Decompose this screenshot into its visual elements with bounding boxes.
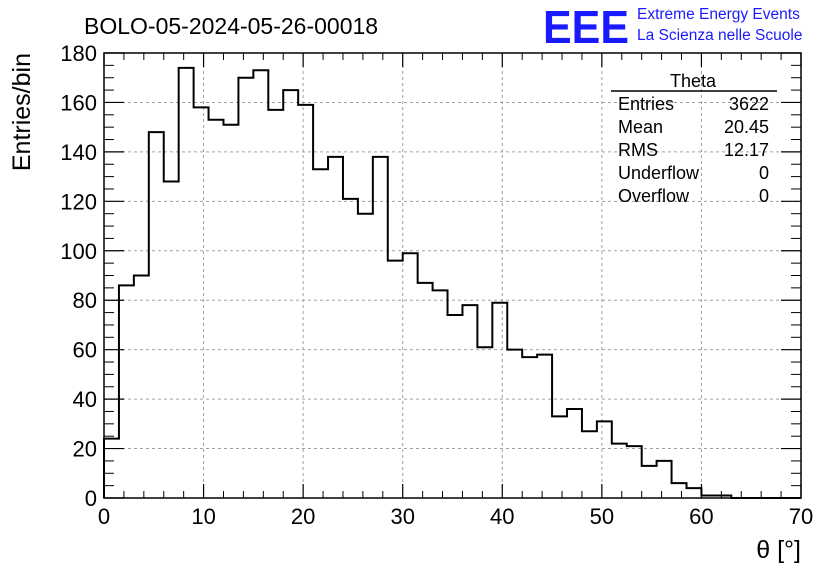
- y-tick-label: 180: [60, 41, 97, 66]
- y-axis-label: Entries/bin: [8, 53, 36, 171]
- histogram-bin: [134, 276, 149, 499]
- axis-ticks: [103, 52, 802, 499]
- histogram-bin: [328, 157, 343, 498]
- histogram-bin: [612, 444, 627, 498]
- grid-lines: [104, 53, 801, 498]
- histogram-bin: [403, 253, 418, 498]
- stats-row-label: Underflow: [618, 163, 700, 183]
- brand-line-1: Extreme Energy Events: [637, 6, 800, 23]
- stats-box: Theta Entries 3622 Mean 20.45 RMS 12.17 Underf…: [611, 71, 777, 206]
- eee-logo: EEE: [543, 1, 629, 53]
- y-tick-label: 60: [73, 338, 97, 363]
- histogram-bin: [343, 199, 358, 498]
- y-tick-label: 0: [85, 486, 97, 511]
- histogram-bin: [492, 303, 507, 498]
- stats-row-value: 0: [759, 163, 769, 183]
- histogram-bin: [223, 125, 238, 498]
- brand-line-2: La Scienza nelle Scuole: [637, 27, 802, 44]
- histogram-bin: [179, 68, 194, 498]
- histogram-bin: [657, 461, 672, 498]
- histogram-bin: [597, 421, 612, 498]
- histogram-bin: [433, 290, 448, 498]
- histogram-bin: [552, 416, 567, 498]
- histogram-bin: [642, 466, 657, 498]
- histogram-bin: [209, 120, 224, 498]
- chart-title: BOLO-05-2024-05-26-00018: [84, 13, 378, 39]
- histogram-bars: [103, 66, 801, 499]
- x-tick-label: 0: [98, 504, 110, 529]
- x-tick-label: 70: [789, 504, 813, 529]
- x-tick-label: 60: [689, 504, 713, 529]
- histogram-bin: [164, 182, 179, 498]
- stats-row-value: 12.17: [724, 140, 769, 160]
- stats-row-value: 0: [759, 186, 769, 206]
- x-tick-label: 20: [291, 504, 315, 529]
- y-tick-label: 80: [73, 288, 97, 313]
- x-tick-label: 40: [490, 504, 514, 529]
- histogram-bin: [522, 357, 537, 498]
- histogram-bin: [373, 157, 388, 498]
- y-tick-label: 100: [60, 239, 97, 264]
- y-tick-label: 140: [60, 140, 97, 165]
- histogram-bin: [149, 132, 164, 498]
- histogram-bin: [298, 105, 313, 498]
- histogram-bin: [283, 90, 298, 498]
- histogram-bin: [388, 261, 403, 498]
- histogram-bin: [448, 315, 463, 498]
- x-tick-label: 30: [390, 504, 414, 529]
- histogram-bin: [194, 107, 209, 498]
- stats-row-label: Overflow: [618, 186, 690, 206]
- x-axis-label: θ [°]: [756, 536, 801, 564]
- stats-row-value: 20.45: [724, 117, 769, 137]
- histogram-bin: [268, 110, 283, 498]
- stats-row-label: RMS: [618, 140, 658, 160]
- histogram-bin: [253, 70, 268, 498]
- histogram-bin: [238, 78, 253, 498]
- stats-row-label: Mean: [618, 117, 663, 137]
- histogram-bin: [462, 305, 477, 498]
- histogram-bin: [313, 169, 328, 498]
- eee-branding: EEE Extreme Energy Events La Scienza nel…: [543, 1, 802, 53]
- stats-rows: Entries 3622 Mean 20.45 RMS 12.17 Underflow 0 Ov…: [618, 94, 769, 206]
- tick-labels: 0 10 20 30 40 50 60 70 0 20 40 60 80 100 120 140 160 180: [60, 41, 813, 529]
- stats-row-label: Entries: [618, 94, 674, 114]
- histogram-bin: [119, 285, 134, 498]
- histogram-bin: [582, 431, 597, 498]
- y-tick-label: 40: [73, 387, 97, 412]
- histogram-outline: [103, 66, 801, 499]
- histogram-bin: [627, 446, 642, 498]
- x-tick-label: 50: [590, 504, 614, 529]
- histogram-bin: [477, 347, 492, 498]
- histogram-bin: [567, 409, 582, 498]
- stats-box-title: Theta: [670, 71, 717, 91]
- y-tick-label: 120: [60, 189, 97, 214]
- y-tick-label: 160: [60, 90, 97, 115]
- stats-row-value: 3622: [729, 94, 769, 114]
- histogram-bin: [507, 350, 522, 498]
- y-tick-label: 20: [73, 437, 97, 462]
- histogram-bin: [672, 483, 687, 498]
- histogram-bin: [418, 283, 433, 498]
- histogram-bin: [358, 214, 373, 498]
- x-tick-label: 10: [191, 504, 215, 529]
- histogram-bin: [686, 488, 701, 498]
- histogram-bin: [104, 439, 119, 498]
- histogram-bin: [537, 355, 552, 498]
